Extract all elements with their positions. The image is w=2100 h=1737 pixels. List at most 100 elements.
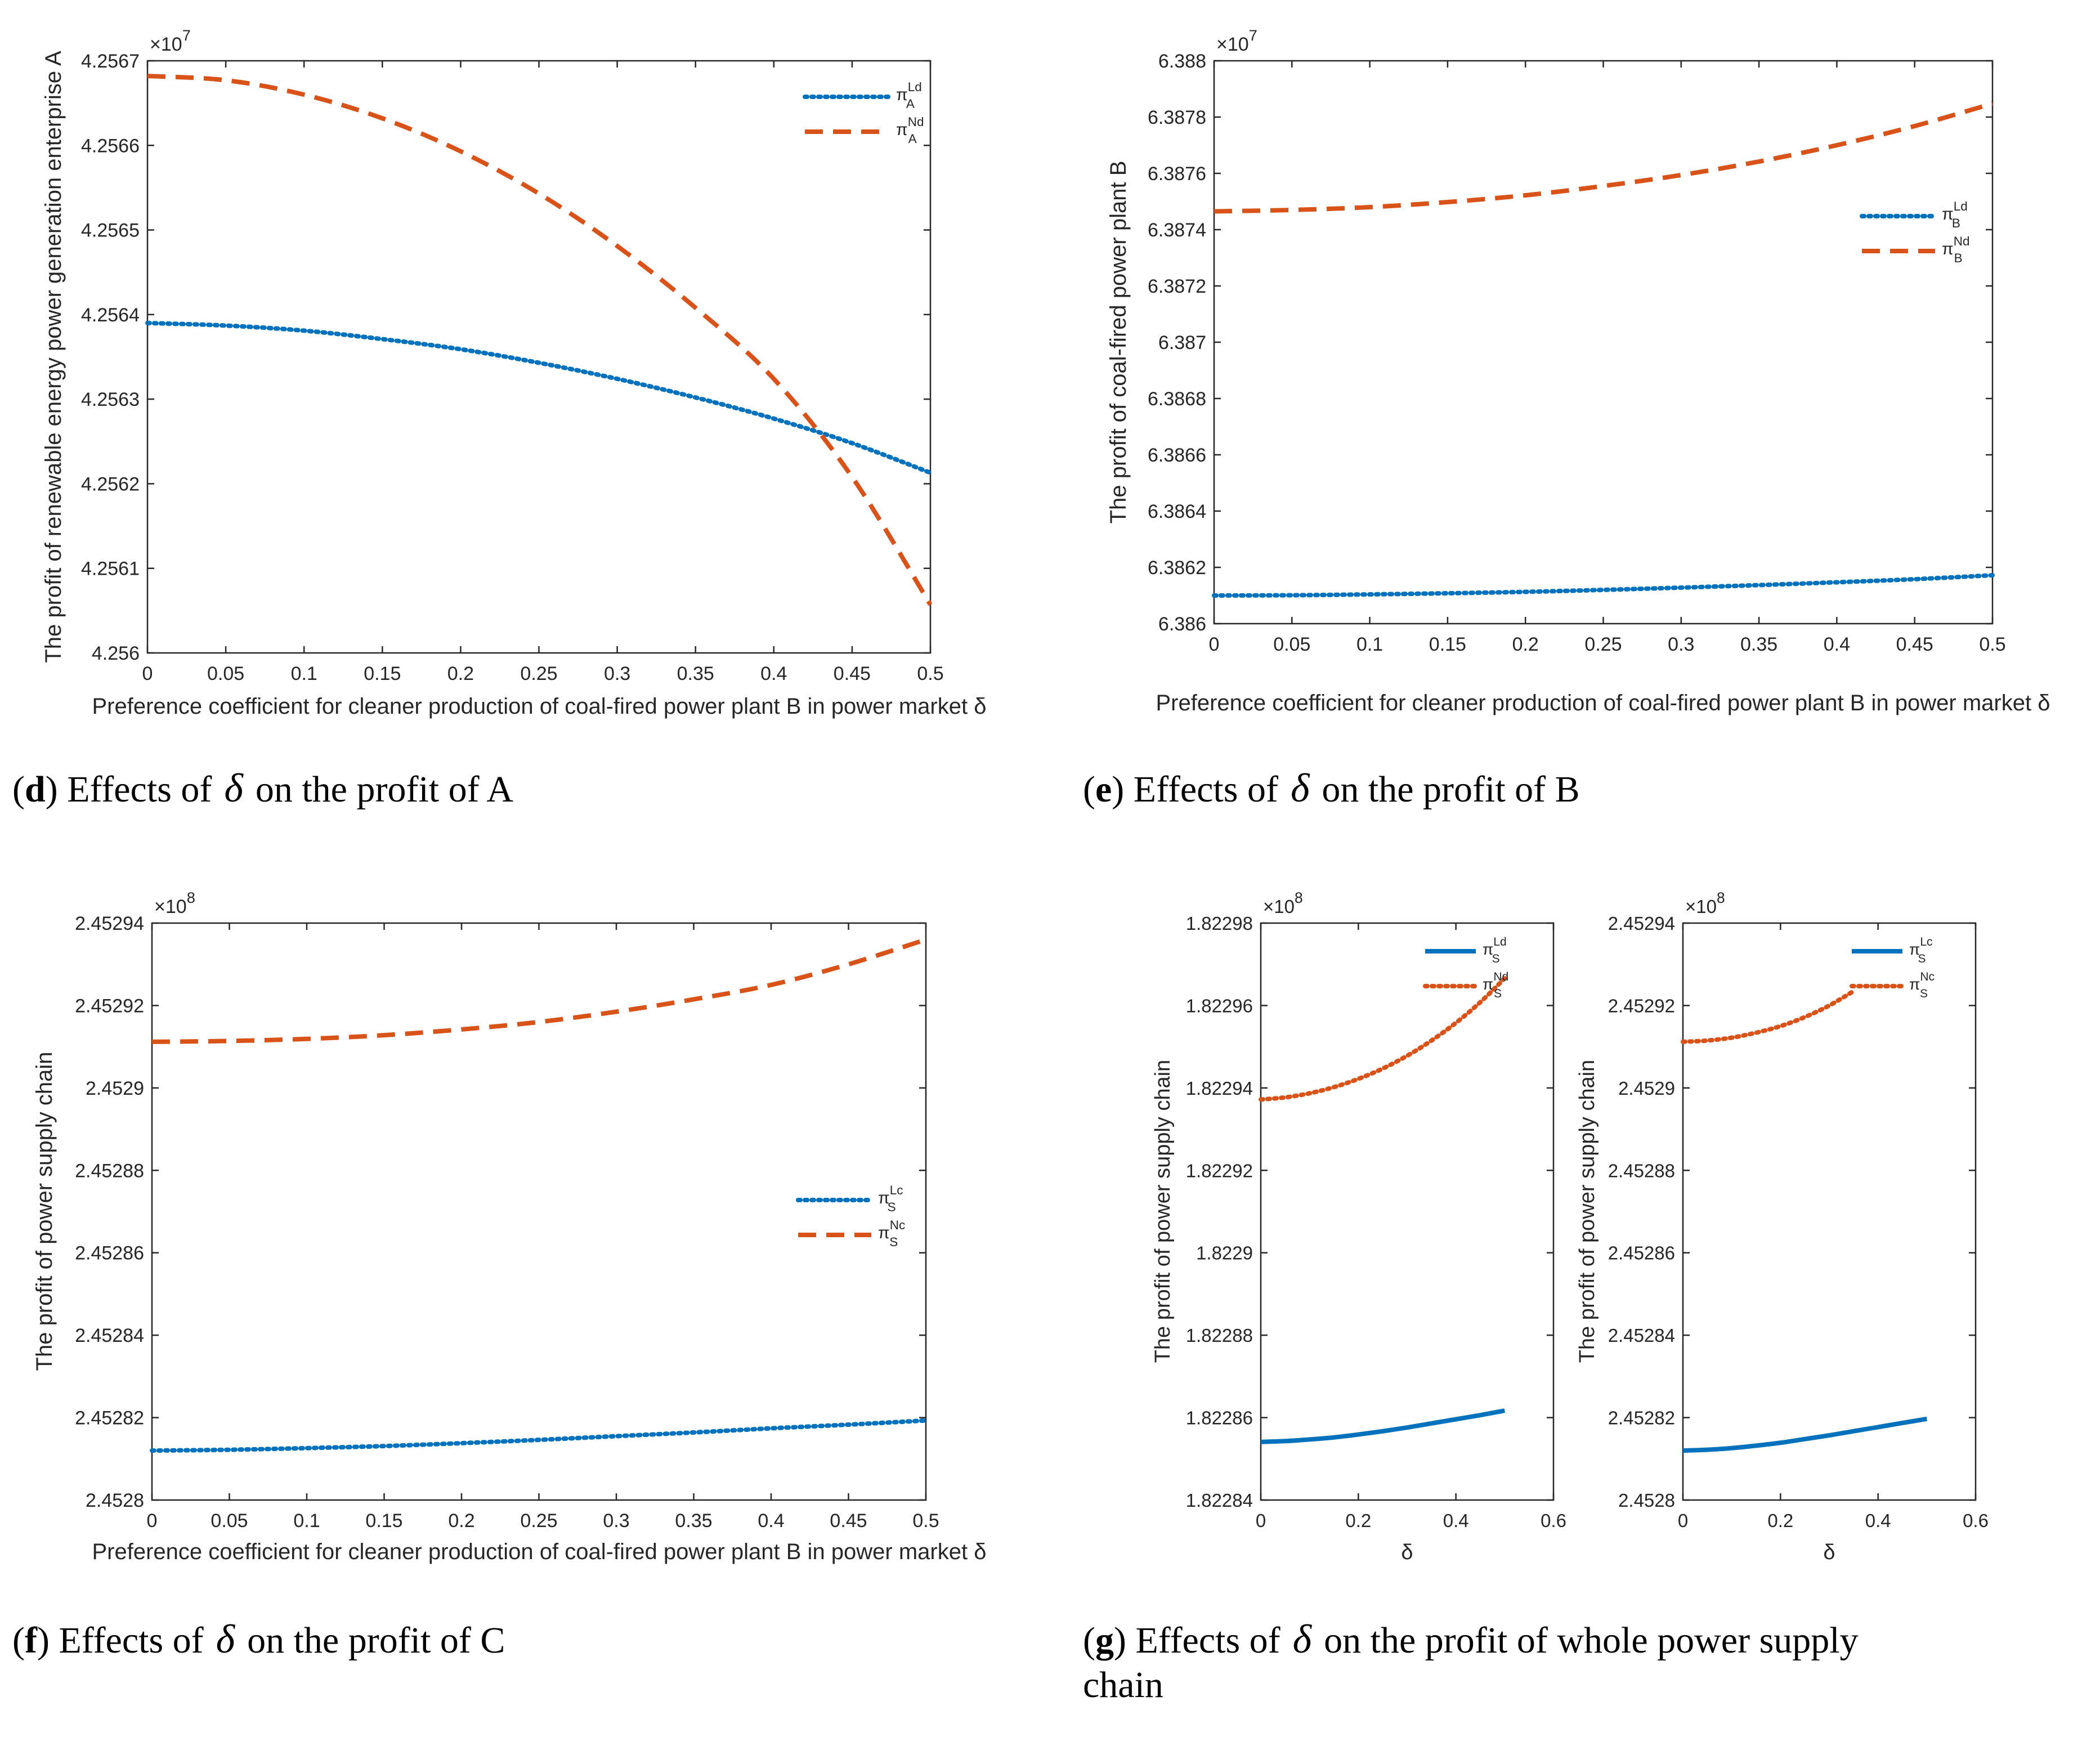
panel-f-plot-area: [151, 922, 927, 1501]
panel-f-ytick-label: 2.4529: [86, 1078, 144, 1099]
panel-f-series-Lc-line: [150, 1418, 928, 1453]
panel-d-legend-label-Ld: πLd A: [896, 80, 922, 111]
panel-g2-xtick-label: 0.4: [1865, 1510, 1891, 1531]
caption-e-symbol: δ: [1290, 765, 1310, 811]
panel-f-xtick-label: 0.45: [830, 1510, 867, 1532]
panel-f-ytick-label: 2.45292: [75, 995, 144, 1017]
panel-d-ytick-label: 4.2564: [81, 305, 140, 326]
panel-g1-plot-area: [1260, 922, 1555, 1501]
caption-g: (g) Effects of δ on the profit of whole po…: [1083, 1617, 1859, 1705]
panel-f-xtick-label: 0: [147, 1510, 158, 1532]
panel-g2-legend-label-Lc: πLc S: [1909, 935, 1933, 965]
panel-e-ytick-label: 6.386: [1158, 614, 1206, 635]
panel-d-xtick-label: 0.3: [604, 663, 630, 684]
panel-d-xtick-label: 0: [142, 663, 153, 684]
panel-g2-plot-area: [1682, 922, 1977, 1501]
panel-d-xtick-label: 0.25: [520, 663, 557, 684]
caption-d-post: on the profit of A: [255, 769, 514, 810]
panel-d-series-Ld-line: [145, 320, 933, 475]
panel-f-xtick-label: 0.1: [293, 1510, 320, 1532]
panel-e-ylabel: The profit of coal-fired power plant B: [1106, 161, 1131, 524]
caption-f-pre: Effects of: [59, 1620, 204, 1661]
caption-g-pre: Effects of: [1135, 1620, 1280, 1661]
panel-f-xlabel: Preference coefficient for cleaner produ…: [92, 1539, 986, 1564]
panel-g2-ytick-label: 2.45286: [1608, 1243, 1675, 1264]
panel-g2-ylabel: The profit of power supply chain: [1575, 1060, 1599, 1363]
caption-g-symbol: δ: [1292, 1617, 1312, 1662]
caption-g-label: g: [1095, 1620, 1114, 1661]
caption-d: (d) Effects of δ on the profit of A: [12, 765, 514, 811]
panel-g1-ylabel: The profit of power supply chain: [1151, 1060, 1175, 1363]
caption-g-post: on the profit of whole power supply: [1324, 1620, 1859, 1661]
panel-g1: 0 0.2 0.4 0.6 1.82284 1.82286 1.82288 1.8229 1.8…: [1151, 889, 1566, 1564]
panel-d-xtick-label: 0.45: [834, 663, 871, 684]
panel-d-xtick-label: 0.1: [291, 663, 317, 684]
panel-g1-ytick-label: 1.82298: [1186, 913, 1253, 934]
panel-f-xtick-label: 0.15: [365, 1510, 402, 1532]
panel-g2-xlabel: δ: [1823, 1541, 1835, 1564]
panel-d-ylabel: The profit of renewable energy power gen…: [41, 51, 66, 663]
panel-f: 0 0.05 0.1 0.15 0.2 0.25 0.3 0.35 0.4 0.45 0.5 2.45…: [32, 889, 987, 1564]
panel-f-series-Nc-line: [151, 937, 927, 1044]
panel-e-xtick-label: 0: [1209, 634, 1220, 655]
panel-e-legend-label-Ld: πLd B: [1942, 199, 1968, 230]
caption-g-line2: chain: [1083, 1664, 1163, 1705]
caption-d-label: d: [24, 769, 46, 810]
panel-e-xtick-label: 0.15: [1429, 634, 1466, 655]
panel-e-ytick-label: 6.3872: [1148, 276, 1206, 297]
panel-g2-xtick-label: 0.6: [1963, 1510, 1989, 1531]
panel-f-ytick-label: 2.45282: [75, 1408, 144, 1429]
panel-e-xlabel: Preference coefficient for cleaner produ…: [1156, 691, 2050, 715]
panel-d-xlabel: Preference coefficient for cleaner produ…: [92, 694, 986, 719]
caption-e: (e) Effects of δ on the profit of B: [1083, 765, 1580, 811]
panel-d-xtick-label: 0.4: [760, 663, 787, 684]
panel-g1-xtick-label: 0.6: [1541, 1510, 1566, 1531]
panel-e-ytick-label: 6.3874: [1148, 220, 1206, 241]
panel-d-ytick-label: 4.2567: [81, 51, 140, 72]
panel-g1-ytick-label: 1.82286: [1186, 1408, 1253, 1429]
panel-f-xtick-label: 0.35: [675, 1510, 712, 1532]
panel-f-legend-label-Lc: πLc S: [878, 1183, 903, 1214]
panel-g1-series-Ld-line: [1260, 1408, 1506, 1444]
panel-d-xtick-label: 0.05: [207, 663, 244, 684]
panel-d-xtick-label: 0.2: [447, 663, 474, 684]
panel-e-xtick-label: 0.5: [1979, 634, 2005, 655]
caption-e-post: on the profit of B: [1322, 769, 1580, 810]
panel-g2-ytick-label: 2.45292: [1608, 995, 1675, 1016]
caption-f: (f) Effects of δ on the profit of C: [12, 1617, 505, 1662]
panel-f-xtick-label: 0.2: [448, 1510, 474, 1532]
panel-e-xtick-label: 0.05: [1273, 634, 1310, 655]
panel-g2: 0 0.2 0.4 0.6 2.4528 2.45282 2.45284 2.45286 2.4…: [1575, 889, 1989, 1564]
panel-e-series-Nd-line: [1214, 101, 1994, 214]
panel-g2-series-Nc-line: [1681, 988, 1856, 1044]
caption-f-post: on the profit of C: [247, 1620, 505, 1661]
panel-e-xtick-label: 0.4: [1824, 634, 1850, 655]
panel-f-ylabel: The profit of power supply chain: [32, 1052, 57, 1371]
panel-d-ytick-label: 4.2562: [81, 473, 140, 495]
panel-d-legend-label-Nd: πNd A: [896, 115, 924, 146]
caption-f-label: f: [24, 1620, 37, 1661]
panel-f-xtick-label: 0.3: [603, 1510, 629, 1532]
panel-f-ytick-label: 2.4528: [86, 1490, 144, 1511]
panel-g2-series-Lc-line: [1682, 1416, 1927, 1453]
caption-e-label: e: [1095, 769, 1112, 810]
panel-g1-ytick-label: 1.82294: [1186, 1078, 1253, 1099]
panel-d-ytick-label: 4.2563: [81, 389, 140, 410]
panel-e-plot-area: [1213, 60, 1994, 625]
panel-g1-xtick-label: 0.4: [1443, 1510, 1469, 1531]
panel-f-ytick-label: 2.45294: [75, 913, 144, 934]
panel-g1-legend-label-Ld: πLd S: [1483, 935, 1507, 965]
panel-d-ytick-label: 4.256: [92, 643, 140, 664]
panel-e-ytick-label: 6.387: [1158, 332, 1206, 353]
panel-g2-xtick-label: 0.2: [1767, 1510, 1793, 1531]
panel-e-ytick-label: 6.3876: [1148, 163, 1206, 185]
panel-d-xtick-label: 0.15: [364, 663, 401, 684]
panel-g1-ytick-label: 1.82284: [1186, 1490, 1253, 1511]
panel-g1-xtick-label: 0.2: [1345, 1510, 1371, 1531]
panel-d-series-Nd-line: [147, 74, 933, 606]
panel-g2-xtick-label: 0: [1678, 1510, 1688, 1531]
panel-g1-xtick-label: 0: [1256, 1510, 1266, 1531]
panel-e-legend-label-Nd: πNd B: [1942, 234, 1969, 265]
caption-e-pre: Effects of: [1133, 769, 1278, 810]
